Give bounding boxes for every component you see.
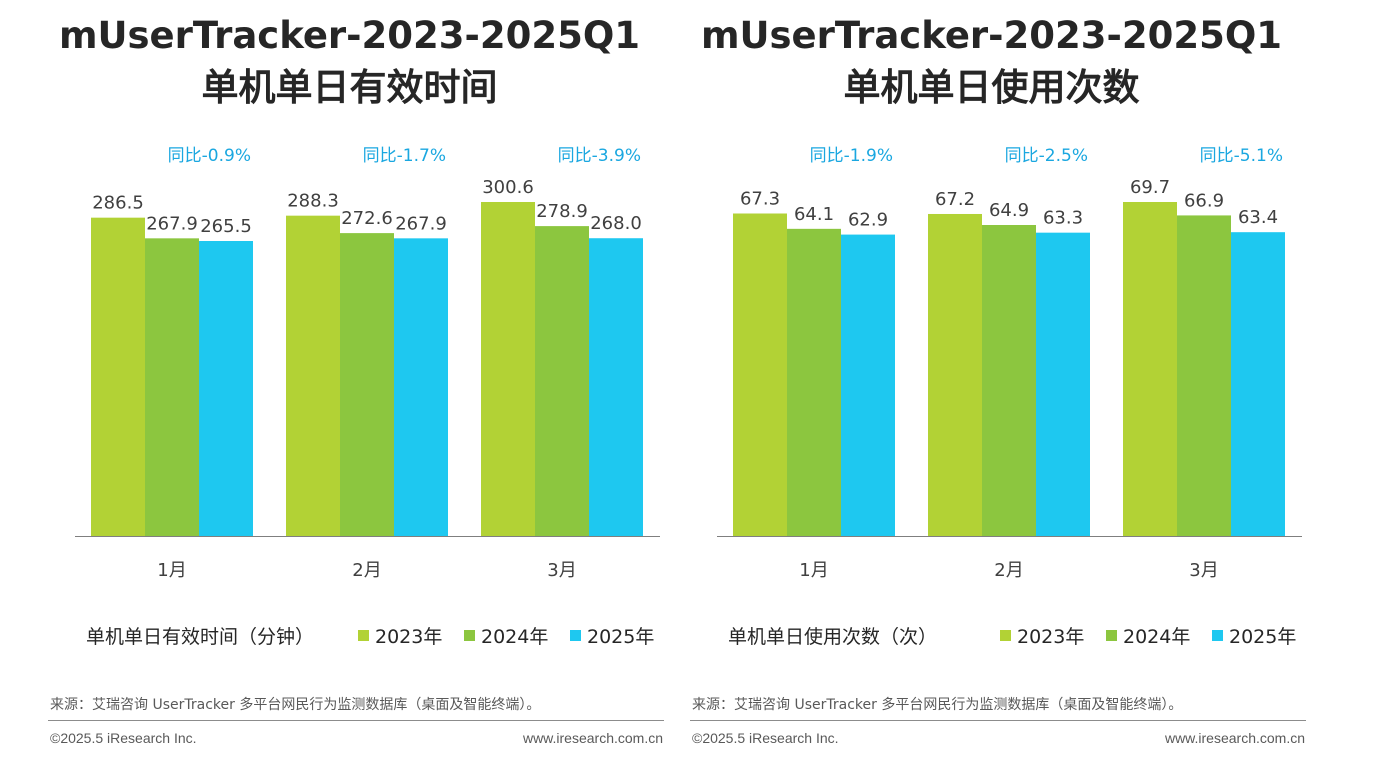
data-label-2024-1: 267.9: [146, 213, 198, 234]
legend-item-2023: 2023年: [358, 622, 442, 649]
bar-2023-3: [1123, 202, 1177, 536]
data-label-2025-3: 63.4: [1238, 207, 1278, 228]
bar-2023-3: [481, 202, 535, 536]
bar-2024-3: [535, 226, 589, 536]
bar-2025-3: [589, 238, 643, 536]
legend-swatch-2024: [464, 630, 475, 641]
legend-swatch-2024: [1106, 630, 1117, 641]
data-label-2025-1: 62.9: [848, 210, 888, 231]
data-label-2024-3: 66.9: [1184, 190, 1224, 211]
legend-item-2024: 2024年: [464, 622, 548, 649]
bar-2024-2: [982, 225, 1036, 536]
data-label-2025-2: 267.9: [395, 213, 447, 234]
chart-title-line1: mUserTracker-2023-2025Q1: [700, 14, 1283, 57]
yoy-label-1: 同比-0.9%: [168, 146, 251, 166]
legend-item-2023: 2023年: [1000, 622, 1084, 649]
bar-2025-2: [394, 238, 448, 536]
yoy-label-1: 同比-1.9%: [810, 146, 893, 166]
footer-divider: [48, 720, 664, 721]
source-note: 来源：艾瑞咨询 UserTracker 多平台网民行为监测数据库（桌面及智能终端…: [692, 697, 1183, 713]
data-label-2023-1: 67.3: [740, 189, 780, 210]
bar-2024-2: [340, 233, 394, 536]
legend: 单机单日使用次数（次） 2023年 2024年 2025年: [728, 622, 1328, 652]
bar-2025-3: [1231, 232, 1285, 536]
data-label-2023-3: 69.7: [1130, 177, 1170, 198]
bar-2024-1: [145, 238, 199, 536]
legend-label-2023: 2023年: [375, 626, 443, 648]
data-label-2025-1: 265.5: [200, 216, 252, 237]
data-label-2024-2: 64.9: [989, 200, 1029, 221]
bar-chart: 67.3 64.1 62.9 同比-1.9% 1月 67.2 64.9 63.3 同比-2.5%…: [717, 146, 1302, 581]
legend-item-2025: 2025年: [1212, 622, 1296, 649]
yoy-label-3: 同比-3.9%: [558, 146, 641, 166]
copyright: ©2025.5 iResearch Inc.: [50, 730, 197, 746]
bar-2023-2: [286, 215, 340, 536]
data-label-2025-3: 268.0: [590, 213, 642, 234]
yoy-label-2: 同比-2.5%: [1005, 146, 1088, 166]
x-tick-label-1: 1月: [799, 560, 828, 581]
chart-title-line1: mUserTracker-2023-2025Q1: [58, 14, 641, 57]
bar-2025-2: [1036, 232, 1090, 536]
bar-2025-1: [841, 234, 895, 536]
footer-divider: [690, 720, 1306, 721]
legend: 单机单日有效时间（分钟） 2023年 2024年 2025年: [86, 622, 686, 652]
x-tick-label-1: 1月: [157, 560, 186, 581]
bar-2023-2: [928, 213, 982, 536]
x-tick-label-2: 2月: [352, 560, 381, 581]
bar-2023-1: [733, 213, 787, 536]
chart-panel-sessions: mUserTracker-2023-2025Q1 单机单日使用次数 67.3 64…: [642, 0, 1341, 758]
legend-swatch-2025: [570, 630, 581, 641]
legend-label-2025: 2025年: [587, 626, 655, 648]
bar-2025-1: [199, 241, 253, 536]
data-label-2023-2: 288.3: [287, 191, 339, 212]
legend-title: 单机单日使用次数（次）: [728, 626, 938, 648]
legend-label-2023: 2023年: [1017, 626, 1085, 648]
chart-panel-duration: mUserTracker-2023-2025Q1 单机单日有效时间 286.5 2…: [48, 14, 686, 746]
yoy-label-2: 同比-1.7%: [363, 146, 446, 166]
legend-item-2025: 2025年: [570, 622, 654, 649]
website-link[interactable]: www.iresearch.com.cn: [1164, 730, 1305, 746]
x-tick-label-2: 2月: [994, 560, 1023, 581]
legend-label-2025: 2025年: [1229, 626, 1297, 648]
legend-item-2024: 2024年: [1106, 622, 1190, 649]
legend-swatch-2023: [358, 630, 369, 641]
data-label-2024-2: 272.6: [341, 208, 393, 229]
x-tick-label-3: 3月: [1189, 560, 1218, 581]
chart-title-line2: 单机单日有效时间: [201, 66, 498, 109]
data-label-2024-3: 278.9: [536, 201, 588, 222]
legend-title: 单机单日有效时间（分钟）: [86, 626, 315, 648]
legend-swatch-2023: [1000, 630, 1011, 641]
source-note: 来源：艾瑞咨询 UserTracker 多平台网民行为监测数据库（桌面及智能终端…: [50, 697, 541, 713]
website-link[interactable]: www.iresearch.com.cn: [522, 730, 663, 746]
data-label-2023-3: 300.6: [482, 177, 534, 198]
chart-title-line2: 单机单日使用次数: [843, 66, 1140, 109]
legend-label-2024: 2024年: [1123, 626, 1191, 648]
data-label-2023-1: 286.5: [92, 193, 144, 214]
data-label-2024-1: 64.1: [794, 204, 834, 225]
data-label-2023-2: 67.2: [935, 189, 975, 210]
bar-2024-1: [787, 228, 841, 536]
x-tick-label-3: 3月: [547, 560, 576, 581]
data-label-2025-2: 63.3: [1043, 208, 1083, 229]
bar-2023-1: [91, 217, 145, 536]
legend-swatch-2025: [1212, 630, 1223, 641]
legend-label-2024: 2024年: [481, 626, 549, 648]
yoy-label-3: 同比-5.1%: [1200, 146, 1283, 166]
bar-2024-3: [1177, 215, 1231, 536]
copyright: ©2025.5 iResearch Inc.: [692, 730, 839, 746]
